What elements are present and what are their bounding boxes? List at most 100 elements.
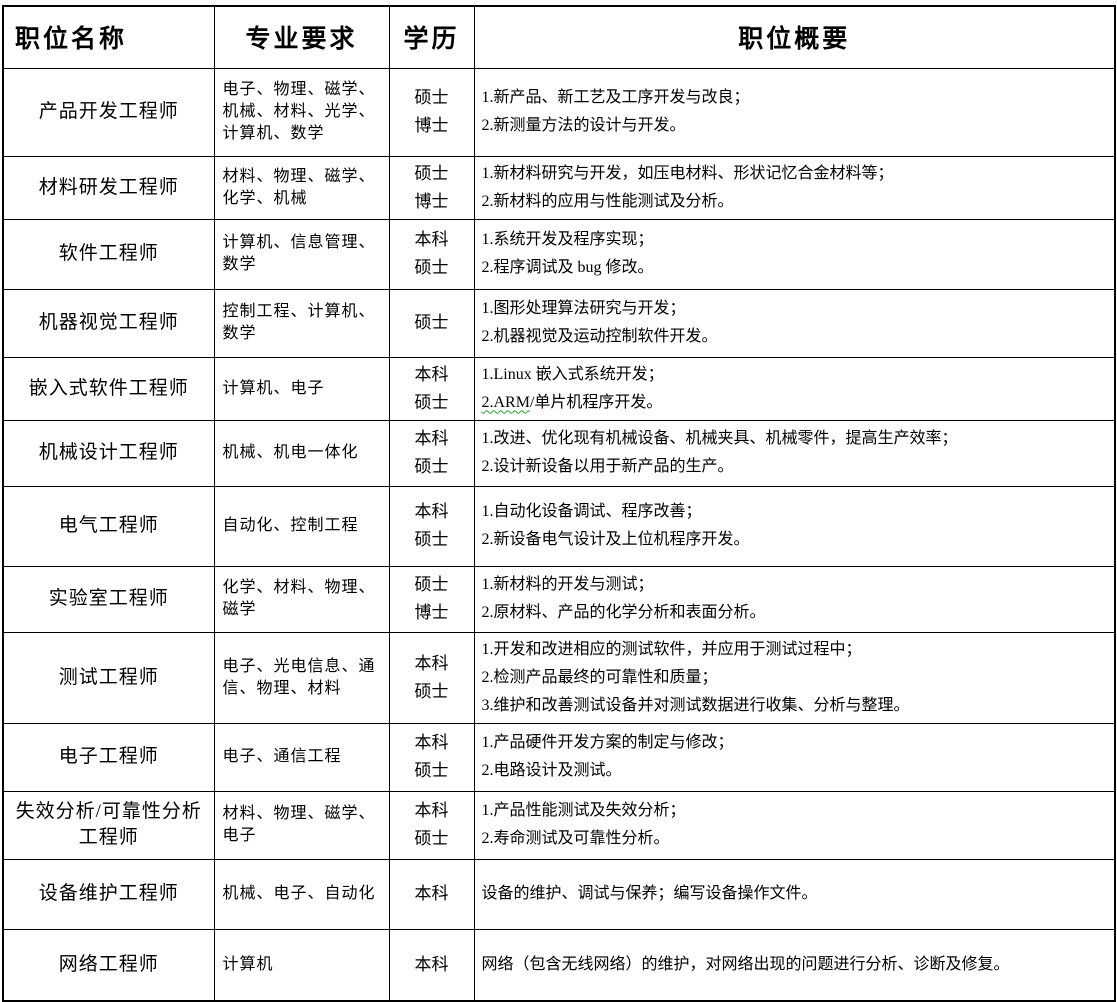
- table-row: 材料研发工程师 材料、物理、磁学、化学、机械 硕士 博士 1.新材料研究与开发，如…: [2, 155, 1116, 220]
- degree-cell: 本科 硕士: [388, 356, 475, 421]
- job-positions-table: 职位名称 专业要求 学历 职位概要 产品开发工程师 电子、物理、磁学、机械、材料…: [2, 5, 1116, 1002]
- summary-cell: 1.系统开发及程序实现； 2.程序调试及 bug 修改。: [473, 218, 1116, 290]
- summary-line: 1.开发和改进相应的测试软件，并应用于测试过程中；: [481, 640, 862, 658]
- table-row: 失效分析/可靠性分析工程师 材料、物理、磁学、电子 本科 硕士 1.产品性能测试及…: [2, 790, 1116, 860]
- summary-line: 1.产品性能测试及失效分析；: [481, 802, 686, 819]
- degree-line: 硕士: [414, 829, 449, 848]
- summary-cell: 1.产品硬件开发方案的制定与修改； 2.电路设计及测试。: [473, 722, 1116, 792]
- majors-cell: 计算机、信息管理、数学: [213, 218, 390, 290]
- degree-cell: 硕士: [388, 288, 475, 358]
- degree-cell: 硕士 博士: [388, 155, 475, 220]
- position-cell: 设备维护工程师: [2, 858, 215, 930]
- majors-cell: 机械、电子、自动化: [213, 858, 390, 930]
- summary-cell: 1.新产品、新工艺及工序开发与改良； 2.新测量方法的设计与开发。: [473, 67, 1116, 157]
- position-cell: 电子工程师: [2, 722, 215, 792]
- position-cell: 产品开发工程师: [2, 67, 215, 157]
- degree-line: 硕士: [414, 163, 449, 183]
- summary-line: 2.设计新设备以用于新产品的生产。: [481, 458, 734, 475]
- table-row: 电气工程师 自动化、控制工程 本科 硕士 1.自动化设备调试、程序改善； 2.新设备…: [2, 485, 1116, 567]
- degree-line: 硕士: [414, 88, 449, 107]
- position-cell: 测试工程师: [2, 631, 215, 724]
- summary-line: 1.产品硬件开发方案的制定与修改；: [481, 734, 734, 751]
- header-row: 职位名称 专业要求 学历 职位概要: [2, 5, 1116, 69]
- summary-line: 1.系统开发及程序实现；: [481, 231, 654, 248]
- degree-line: 硕士: [414, 457, 449, 476]
- summary-cell: 1.自动化设备调试、程序改善； 2.新设备电气设计及上位机程序开发。: [473, 485, 1116, 567]
- table-row: 机械设计工程师 机械、机电一体化 本科 硕士 1.改进、优化现有机械设备、机械夹具…: [2, 419, 1116, 487]
- degree-cell: 硕士 博士: [388, 565, 475, 633]
- header-majors: 专业要求: [213, 5, 390, 69]
- summary-line: 2.程序调试及 bug 修改。: [481, 259, 654, 276]
- position-cell: 机器视觉工程师: [2, 288, 215, 358]
- position-cell: 嵌入式软件工程师: [2, 356, 215, 421]
- degree-cell: 本科 硕士: [388, 419, 475, 487]
- summary-line: 2.机器视觉及运动控制软件开发。: [481, 328, 718, 345]
- summary-line: 3.维护和改善测试设备并对测试数据进行收集、分析与整理。: [481, 696, 910, 714]
- degree-cell: 本科 硕士: [388, 790, 475, 860]
- majors-cell: 化学、材料、物理、磁学: [213, 565, 390, 633]
- degree-cell: 本科: [388, 858, 475, 930]
- summary-cell: 设备的维护、调试与保养；编写设备操作文件。: [473, 858, 1116, 930]
- job-table-body: 产品开发工程师 电子、物理、磁学、机械、材料、光学、计算机、数学 硕士 博士 1.…: [2, 67, 1116, 1002]
- degree-line: 本科: [414, 429, 449, 448]
- summary-line: 2.新测量方法的设计与开发。: [481, 117, 686, 134]
- degree-cell: 本科 硕士: [388, 218, 475, 290]
- summary-cell: 1.改进、优化现有机械设备、机械夹具、机械零件，提高生产效率； 2.设计新设备以用…: [473, 419, 1116, 487]
- majors-cell: 电子、通信工程: [213, 722, 390, 792]
- position-cell: 软件工程师: [2, 218, 215, 290]
- majors-cell: 材料、物理、磁学、化学、机械: [213, 155, 390, 220]
- table-row: 嵌入式软件工程师 计算机、电子 本科 硕士 1.Linux 嵌入式系统开发； 2.A…: [2, 356, 1116, 421]
- degree-line: 硕士: [414, 761, 449, 780]
- summary-line: 1.图形处理算法研究与开发；: [481, 300, 686, 317]
- degree-line: 博士: [414, 116, 449, 135]
- position-cell: 网络工程师: [2, 928, 215, 1002]
- degree-cell: 本科: [388, 928, 475, 1002]
- summary-line: 1.Linux 嵌入式系统开发；: [481, 365, 664, 383]
- degree-line: 本科: [414, 653, 449, 673]
- summary-line: 2.ARM/单片机程序开发。: [481, 393, 663, 411]
- table-row: 网络工程师 计算机 本科 网络（包含无线网络）的维护，对网络出现的问题进行分析、…: [2, 928, 1116, 1002]
- degree-cell: 本科 硕士: [388, 722, 475, 792]
- degree-line: 博士: [414, 603, 449, 622]
- summary-cell: 1.开发和改进相应的测试软件，并应用于测试过程中； 2.检测产品最终的可靠性和质量…: [473, 631, 1116, 724]
- position-cell: 电气工程师: [2, 485, 215, 567]
- table-row: 机器视觉工程师 控制工程、计算机、数学 硕士 1.图形处理算法研究与开发； 2.机…: [2, 288, 1116, 358]
- degree-line: 硕士: [414, 313, 449, 332]
- degree-line: 博士: [414, 191, 449, 211]
- degree-line: 硕士: [414, 681, 449, 701]
- table-row: 设备维护工程师 机械、电子、自动化 本科 设备的维护、调试与保养；编写设备操作文…: [2, 858, 1116, 930]
- table-header: 职位名称 专业要求 学历 职位概要: [2, 5, 1116, 69]
- table-row: 测试工程师 电子、光电信息、通信、物理、材料 本科硕士 1.开发和改进相应的测试…: [2, 631, 1116, 724]
- summary-line: 2.电路设计及测试。: [481, 762, 622, 779]
- summary-cell: 1.Linux 嵌入式系统开发； 2.ARM/单片机程序开发。: [473, 356, 1116, 421]
- summary-line: 2.检测产品最终的可靠性和质量；: [481, 668, 718, 686]
- summary-line: 2.原材料、产品的化学分析和表面分析。: [481, 604, 766, 621]
- degree-line: 本科: [414, 364, 449, 384]
- summary-cell: 1.图形处理算法研究与开发； 2.机器视觉及运动控制软件开发。: [473, 288, 1116, 358]
- header-degree: 学历: [388, 5, 475, 69]
- summary-line: 1.自动化设备调试、程序改善；: [481, 503, 702, 520]
- degree-line: 硕士: [414, 392, 449, 412]
- spellcheck-squiggle-text: 2.ARM: [481, 393, 530, 411]
- position-cell: 材料研发工程师: [2, 155, 215, 220]
- table-row: 产品开发工程师 电子、物理、磁学、机械、材料、光学、计算机、数学 硕士 博士 1.…: [2, 67, 1116, 157]
- degree-cell: 本科 硕士: [388, 631, 475, 724]
- degree-line: 本科: [414, 230, 449, 249]
- majors-cell: 自动化、控制工程: [213, 485, 390, 567]
- summary-line: 1.新材料的开发与测试；: [481, 576, 654, 593]
- majors-cell: 电子、光电信息、通信、物理、材料: [213, 631, 390, 724]
- summary-line: 2.寿命测试及可靠性分析。: [481, 830, 670, 847]
- majors-cell: 计算机: [213, 928, 390, 1002]
- table-row: 软件工程师 计算机、信息管理、数学 本科硕士 1.系统开发及程序实现； 2.程序调…: [2, 218, 1116, 290]
- degree-line: 本科: [414, 884, 449, 903]
- degree-line: 硕士: [414, 258, 449, 277]
- degree-cell: 本科 硕士: [388, 485, 475, 567]
- majors-cell: 控制工程、计算机、数学: [213, 288, 390, 358]
- degree-line: 本科: [414, 801, 449, 820]
- summary-line: 2.新设备电气设计及上位机程序开发。: [481, 531, 750, 548]
- summary-line: 网络（包含无线网络）的维护，对网络出现的问题进行分析、诊断及修复。: [481, 955, 1010, 973]
- majors-cell: 材料、物理、磁学、电子: [213, 790, 390, 860]
- header-summary: 职位概要: [473, 5, 1116, 69]
- summary-cell: 1.产品性能测试及失效分析； 2.寿命测试及可靠性分析。: [473, 790, 1116, 860]
